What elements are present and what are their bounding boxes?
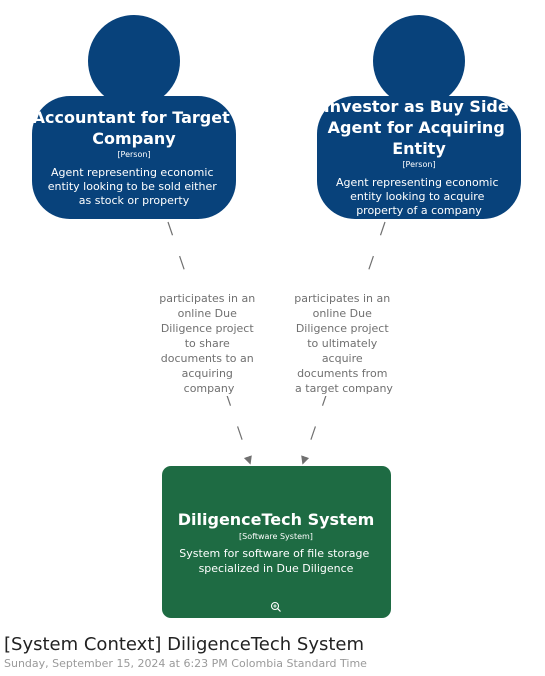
- person-description: Agent representing economic entity looki…: [336, 176, 502, 217]
- relationship-label: participates in an online Due Diligence …: [159, 292, 259, 395]
- person-head: [373, 15, 465, 107]
- person-body: [317, 96, 521, 219]
- system-description: System for software of file storage spec…: [179, 547, 373, 575]
- relationship-label-background: [290, 290, 398, 396]
- person-body: [32, 96, 236, 219]
- relationship-line: [167, 221, 252, 465]
- relationship-label-background: [155, 290, 263, 396]
- diagram-title: [System Context] DiligenceTech System: [4, 634, 365, 655]
- relationship-accountant-to-system[interactable]: participates in an online Due Diligence …: [155, 221, 263, 465]
- diagram-timestamp: Sunday, September 15, 2024 at 6:23 PM Co…: [4, 657, 367, 670]
- system-box: [162, 466, 391, 618]
- relationship-line: [301, 221, 386, 465]
- system-name: DiligenceTech System: [178, 510, 375, 529]
- person-type: [Person]: [117, 150, 150, 159]
- person-name: Accountant for Target Company: [33, 108, 236, 148]
- relationship-label: participates in an online Due Diligence …: [294, 292, 394, 395]
- person-accountant[interactable]: Accountant for Target Company [Person] A…: [32, 15, 236, 219]
- person-description: Agent representing economic entity looki…: [48, 166, 221, 207]
- person-name: Investor as Buy Side Agent for Acquiring…: [324, 97, 515, 158]
- person-investor[interactable]: Investor as Buy Side Agent for Acquiring…: [317, 15, 521, 219]
- software-system-diligencetech[interactable]: DiligenceTech System [Software System] S…: [162, 466, 391, 618]
- person-type: [Person]: [402, 160, 435, 169]
- person-head: [88, 15, 180, 107]
- system-type: [Software System]: [239, 532, 313, 541]
- zoom-in-icon[interactable]: [270, 601, 281, 612]
- system-context-diagram: participates in an online Due Diligence …: [32, 15, 521, 618]
- relationship-investor-to-system[interactable]: participates in an online Due Diligence …: [290, 221, 398, 465]
